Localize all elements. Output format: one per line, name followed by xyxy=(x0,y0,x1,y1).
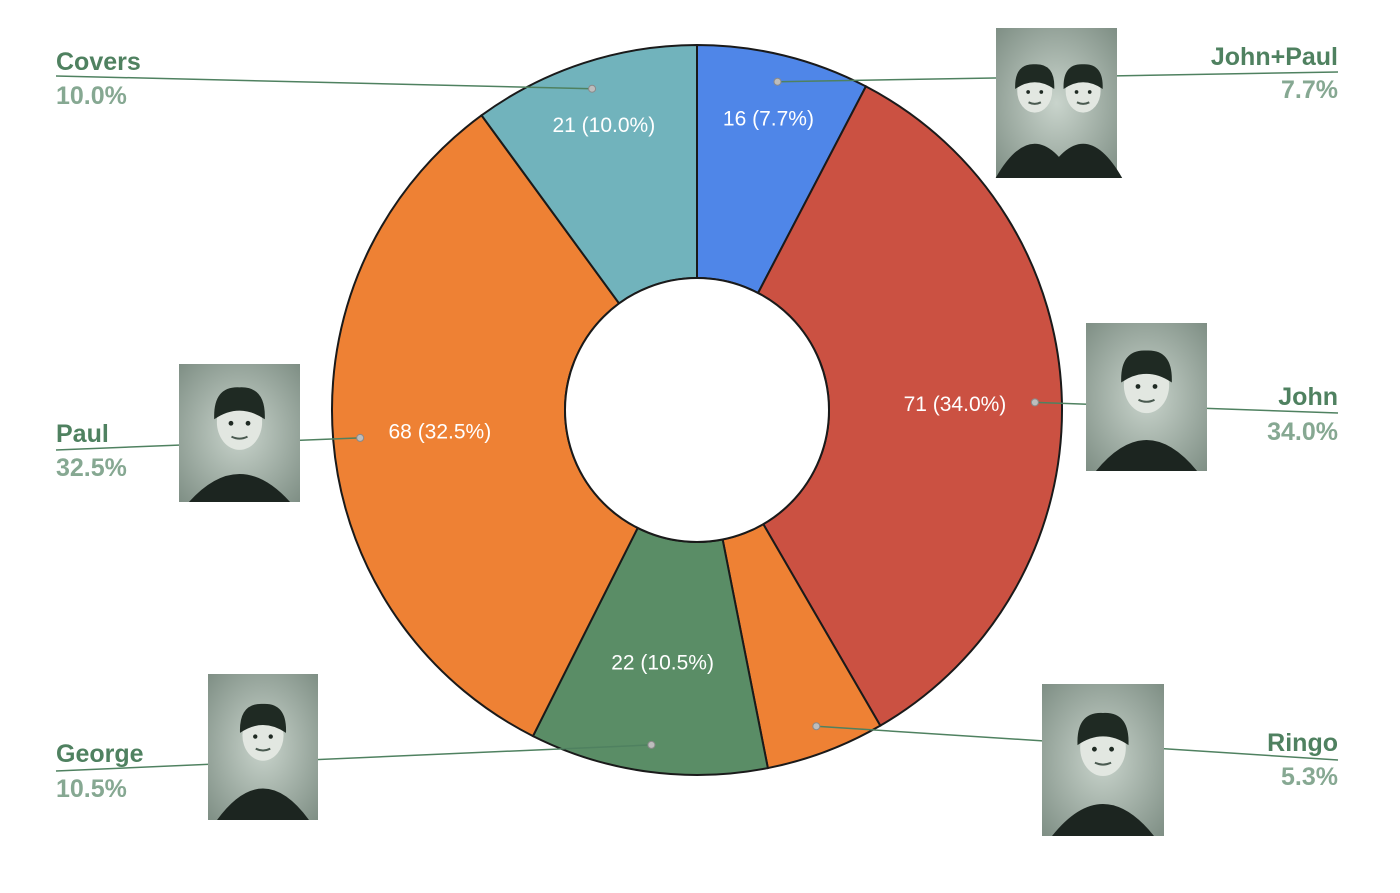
callout-percent-ringo: 5.3% xyxy=(1281,763,1338,791)
callout-name-george: George xyxy=(56,740,144,768)
callouts-group: John+Paul 7.7% John 34.0% Ringo 5.3% George 10.… xyxy=(56,43,1338,803)
callout-name-covers: Covers xyxy=(56,48,141,76)
callout-percent-george: 10.5% xyxy=(56,775,127,803)
paul-portrait xyxy=(179,364,300,502)
leader-dot-george xyxy=(647,740,656,749)
callout-name-ringo: Ringo xyxy=(1267,729,1338,757)
callout-name-john: John xyxy=(1278,383,1338,411)
callout-percent-john: 34.0% xyxy=(1267,418,1338,446)
leader-dot-paul xyxy=(356,433,365,442)
slices-group xyxy=(331,43,1063,776)
callout-percent-covers: 10.0% xyxy=(56,82,127,110)
callout-name-paul: Paul xyxy=(56,420,109,448)
leader-dot-ringo xyxy=(812,722,821,731)
leader-dot-john xyxy=(1030,398,1039,407)
slice-label-john: 71 (34.0%) xyxy=(904,393,1007,416)
callout-percent-john-paul: 7.7% xyxy=(1281,76,1338,104)
ringo-portrait xyxy=(1042,684,1164,836)
slice-labels-group: 16 (7.7%) 71 (34.0%) 22 (10.5%) 68 (32.5%) 2… xyxy=(389,108,1007,675)
donut-hole xyxy=(564,277,830,543)
george-portrait xyxy=(208,674,318,820)
leader-line-george xyxy=(55,744,652,772)
callout-name-john-paul: John+Paul xyxy=(1211,43,1338,71)
slice-label-george: 22 (10.5%) xyxy=(611,652,714,675)
leader-dot-covers xyxy=(588,84,597,93)
john-paul-portrait xyxy=(995,28,1123,178)
slice-label-john-paul: 16 (7.7%) xyxy=(723,108,814,131)
slice-label-paul: 68 (32.5%) xyxy=(389,420,492,443)
portraits-group xyxy=(179,28,1207,836)
leader-dot-john-paul xyxy=(773,77,782,86)
leader-line-covers xyxy=(55,75,593,90)
slice-label-covers: 21 (10.0%) xyxy=(552,114,655,137)
callout-percent-paul: 32.5% xyxy=(56,454,127,482)
john-portrait xyxy=(1086,323,1207,471)
